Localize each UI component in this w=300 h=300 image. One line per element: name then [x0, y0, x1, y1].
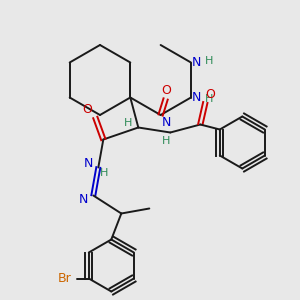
- Text: H: H: [205, 94, 213, 104]
- Text: N: N: [162, 116, 171, 129]
- Text: N: N: [192, 91, 202, 104]
- Text: N: N: [192, 56, 202, 69]
- Text: H: H: [100, 169, 109, 178]
- Text: H: H: [162, 136, 170, 146]
- Text: Br: Br: [58, 272, 72, 285]
- Text: H: H: [124, 118, 133, 128]
- Text: H: H: [205, 56, 213, 65]
- Text: O: O: [162, 85, 172, 98]
- Text: N: N: [79, 193, 88, 206]
- Text: N: N: [84, 157, 93, 170]
- Text: O: O: [206, 88, 215, 101]
- Text: O: O: [82, 103, 92, 116]
